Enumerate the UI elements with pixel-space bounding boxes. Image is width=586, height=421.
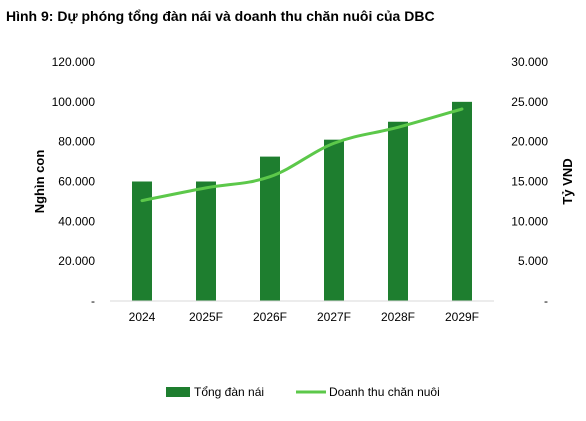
legend-swatch-tong-dan-nai	[166, 387, 190, 397]
x-tick-label: 2024	[129, 310, 156, 324]
y-right-tick-label: 15.000	[511, 175, 548, 189]
x-tick-label: 2025F	[189, 310, 223, 324]
chart-title: Hình 9: Dự phóng tổng đàn nái và doanh t…	[6, 8, 435, 24]
y-left-tick-label: 100.000	[52, 95, 96, 109]
legend-label-doanh-thu: Doanh thu chăn nuôi	[329, 385, 440, 399]
line-series-doanh-thu	[140, 107, 464, 203]
bar-2025F	[196, 181, 216, 301]
y-right-tick-label: 30.000	[511, 55, 548, 69]
x-tick-label: 2028F	[381, 310, 415, 324]
bar-2028F	[388, 121, 408, 301]
y-right-tick-label: 25.000	[511, 95, 548, 109]
y-right-tick-label: 10.000	[511, 214, 548, 228]
y-left-tick-label: 80.000	[58, 135, 95, 149]
y-left-tick-label: 60.000	[58, 175, 95, 189]
y-right-tick-label: 20.000	[511, 135, 548, 149]
y-left-tick-label: 120.000	[52, 55, 96, 69]
x-tick-label: 2026F	[253, 310, 287, 324]
bar-2029F	[452, 101, 472, 301]
y-right-tick-label: -	[544, 294, 548, 308]
y-left-tick-label: 40.000	[58, 214, 95, 228]
legend-label-tong-dan-nai: Tổng đàn nái	[194, 385, 264, 399]
bar-2026F	[260, 156, 280, 301]
y-right-tick-label: 5.000	[518, 254, 548, 268]
y-right-axis-title: Tỷ VND	[560, 158, 575, 204]
x-tick-label: 2029F	[445, 310, 479, 324]
bar-2024	[132, 181, 152, 301]
y-left-tick-label: 20.000	[58, 254, 95, 268]
y-left-tick-label: -	[91, 294, 95, 308]
bar-2027F	[324, 139, 344, 301]
y-left-axis-title: Nghìn con	[32, 150, 47, 214]
x-tick-label: 2027F	[317, 310, 351, 324]
